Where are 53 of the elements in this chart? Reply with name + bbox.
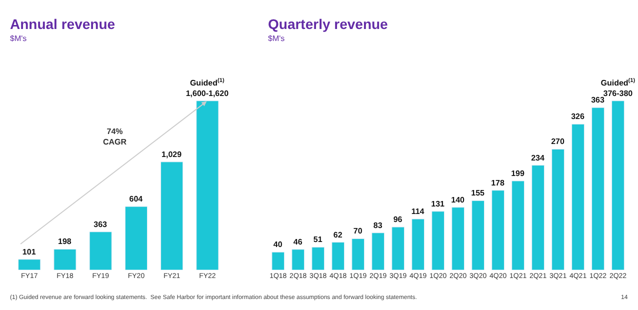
chart-subtitle: $M's (268, 34, 285, 43)
chart-subtitle: $M's (10, 34, 27, 43)
chart-title: Annual revenue (10, 16, 116, 32)
data-label: 70 (353, 226, 363, 236)
bar (196, 100, 219, 270)
data-label: 198 (58, 237, 72, 246)
bar (332, 242, 345, 270)
bar (292, 249, 305, 270)
bar (472, 200, 484, 270)
bar (392, 226, 405, 270)
data-label: 199 (511, 168, 525, 178)
data-label: 326 (571, 112, 585, 122)
data-label: 270 (551, 137, 565, 146)
bar (312, 246, 325, 270)
bar (89, 232, 112, 270)
bar (612, 100, 624, 270)
data-label: 363 (591, 96, 605, 105)
data-label: 155 (471, 188, 486, 198)
bar (372, 232, 385, 270)
data-label: 140 (451, 195, 466, 204)
bar (572, 124, 584, 270)
bar (18, 259, 41, 270)
data-label: 1,029 (162, 150, 182, 159)
data-label: 83 (373, 220, 383, 230)
data-label: 114 (411, 206, 425, 216)
annotation: 74% CAGR (103, 127, 127, 146)
data-label: 46 (293, 237, 303, 246)
data-label: 131 (431, 199, 446, 208)
bar (552, 148, 564, 270)
bar (160, 162, 184, 270)
bar (272, 252, 285, 270)
bar (124, 206, 148, 270)
bar (512, 180, 524, 270)
bar (412, 218, 425, 270)
bar (592, 107, 604, 270)
data-label: 62 (333, 230, 343, 240)
chart-title: Quarterly revenue (268, 16, 388, 32)
data-label: Guided$^{(1)}$ 1,600-1,620 (186, 77, 230, 98)
data-label: 40 (273, 240, 283, 250)
data-label: 363 (94, 220, 108, 229)
data-label: Guided$^{(1)}$ 376-380 (600, 77, 636, 98)
data-label: 604 (129, 194, 144, 204)
bar (532, 165, 544, 270)
bar (492, 190, 504, 270)
data-label: 96 (393, 215, 403, 224)
data-label: 101 (22, 247, 36, 256)
bar (352, 238, 365, 270)
data-label: 178 (491, 178, 505, 188)
bar (432, 211, 445, 270)
bar (452, 207, 465, 270)
data-label: 51 (313, 235, 323, 244)
data-label: 234 (531, 153, 545, 162)
bar (54, 248, 76, 270)
